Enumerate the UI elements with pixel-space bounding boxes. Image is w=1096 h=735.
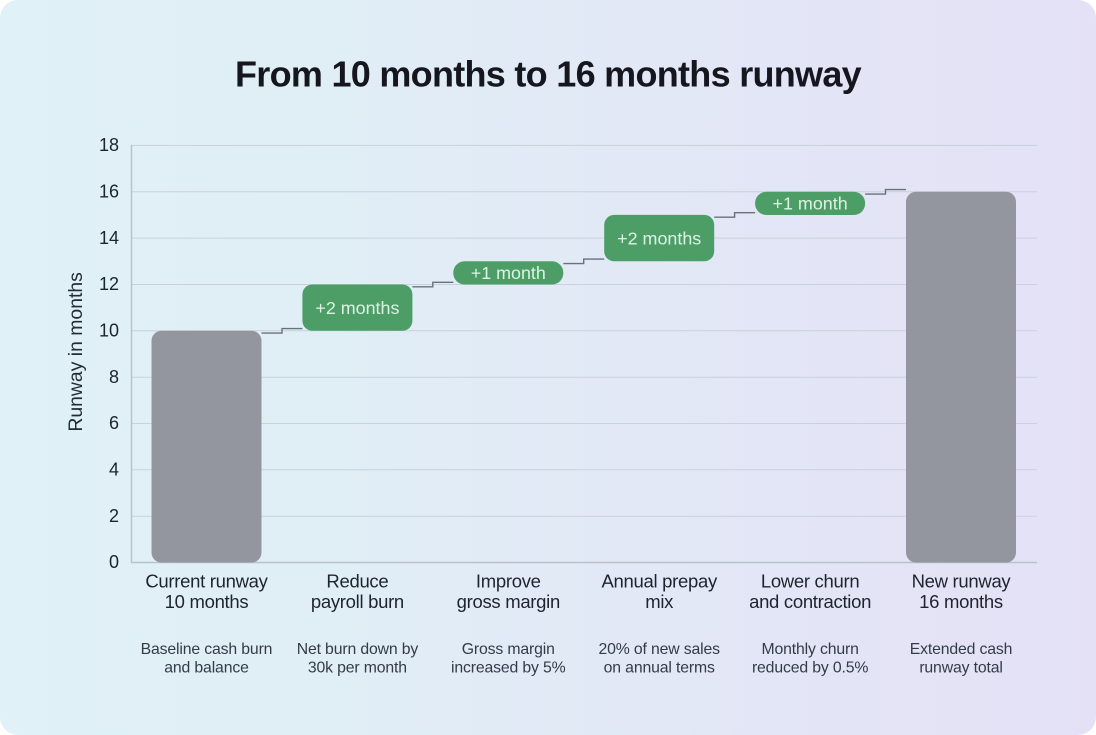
svg-text:16 months: 16 months: [919, 591, 1003, 612]
svg-text:20% of new sales: 20% of new sales: [598, 641, 720, 658]
svg-text:4: 4: [109, 460, 119, 480]
svg-text:Improve: Improve: [476, 571, 541, 592]
svg-text:Net burn down by: Net burn down by: [297, 641, 419, 658]
svg-text:10: 10: [99, 321, 119, 341]
svg-text:30k per month: 30k per month: [308, 659, 407, 676]
svg-text:Annual prepay: Annual prepay: [601, 571, 717, 592]
svg-text:and contraction: and contraction: [749, 591, 871, 612]
svg-text:14: 14: [99, 228, 119, 248]
svg-text:and balance: and balance: [164, 659, 249, 676]
svg-text:+2 months: +2 months: [315, 298, 399, 318]
svg-text:8: 8: [109, 367, 119, 387]
svg-text:0: 0: [109, 552, 119, 572]
svg-text:+1 month: +1 month: [471, 263, 546, 283]
svg-text:gross margin: gross margin: [457, 591, 560, 612]
svg-text:18: 18: [99, 135, 119, 155]
svg-text:10 months: 10 months: [165, 591, 249, 612]
svg-text:From 10 months to 16 months ru: From 10 months to 16 months runway: [235, 54, 862, 95]
svg-text:+2 months: +2 months: [617, 228, 701, 248]
svg-text:New runway: New runway: [912, 571, 1012, 592]
svg-text:increased by 5%: increased by 5%: [451, 659, 566, 676]
svg-text:12: 12: [99, 274, 119, 294]
svg-text:16: 16: [99, 182, 119, 202]
svg-text:Current runway: Current runway: [145, 571, 268, 592]
svg-text:+1 month: +1 month: [773, 194, 848, 214]
svg-text:Baseline cash burn: Baseline cash burn: [141, 641, 273, 658]
svg-text:2: 2: [109, 506, 119, 526]
svg-text:Monthly churn: Monthly churn: [761, 641, 858, 658]
svg-text:Lower churn: Lower churn: [761, 571, 860, 592]
svg-text:payroll burn: payroll burn: [311, 591, 404, 612]
svg-text:Runway in months: Runway in months: [65, 272, 87, 432]
svg-text:6: 6: [109, 413, 119, 433]
svg-text:mix: mix: [645, 591, 674, 612]
svg-text:Extended cash: Extended cash: [910, 641, 1013, 658]
svg-text:runway total: runway total: [919, 659, 1002, 676]
svg-text:on annual terms: on annual terms: [604, 659, 715, 676]
svg-text:reduced by 0.5%: reduced by 0.5%: [752, 659, 868, 676]
svg-text:Reduce: Reduce: [326, 571, 388, 592]
svg-text:Gross margin: Gross margin: [462, 641, 555, 658]
